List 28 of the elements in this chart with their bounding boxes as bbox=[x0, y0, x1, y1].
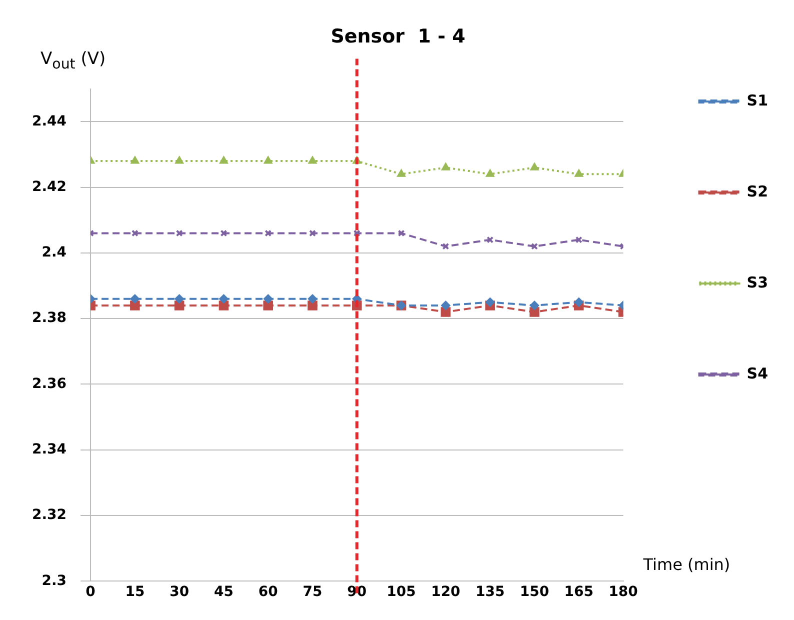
y-tick-label: 2.42 bbox=[32, 178, 67, 195]
y-tick-label: 2.32 bbox=[32, 507, 67, 524]
chart-title: Sensor 1 - 4 bbox=[330, 25, 466, 48]
x-tick-label: 165 bbox=[564, 584, 594, 600]
x-tick-label: 135 bbox=[475, 584, 505, 600]
y-tick-label: 2.44 bbox=[32, 113, 67, 130]
y-tick-label: 2.3 bbox=[42, 572, 67, 589]
x-tick-label: 105 bbox=[386, 584, 416, 600]
x-tick-label: 75 bbox=[302, 584, 322, 600]
x-tick-label: 180 bbox=[608, 584, 638, 600]
y-tick-label: 2.36 bbox=[32, 376, 67, 392]
legend-label: S3 bbox=[746, 273, 768, 292]
x-tick-label: 0 bbox=[86, 584, 96, 600]
x-tick-label: 120 bbox=[431, 584, 461, 600]
x-tick-label: 15 bbox=[125, 584, 145, 600]
legend-label: S4 bbox=[746, 364, 768, 382]
y-axis-title: V$_{out}$ (V) bbox=[40, 48, 106, 72]
y-tick-label: 2.4 bbox=[42, 244, 67, 261]
legend-label: S1 bbox=[746, 91, 768, 110]
x-tick-label: 90 bbox=[347, 584, 367, 600]
x-tick-label: 30 bbox=[170, 584, 190, 600]
x-tick-label: 150 bbox=[520, 584, 550, 600]
y-tick-label: 2.38 bbox=[32, 310, 67, 326]
x-tick-label: 60 bbox=[258, 584, 278, 600]
x-tick-label: 45 bbox=[214, 584, 234, 600]
legend-label: S2 bbox=[746, 182, 768, 200]
x-axis-title: Time (min) bbox=[643, 555, 730, 574]
y-tick-label: 2.34 bbox=[32, 442, 67, 458]
